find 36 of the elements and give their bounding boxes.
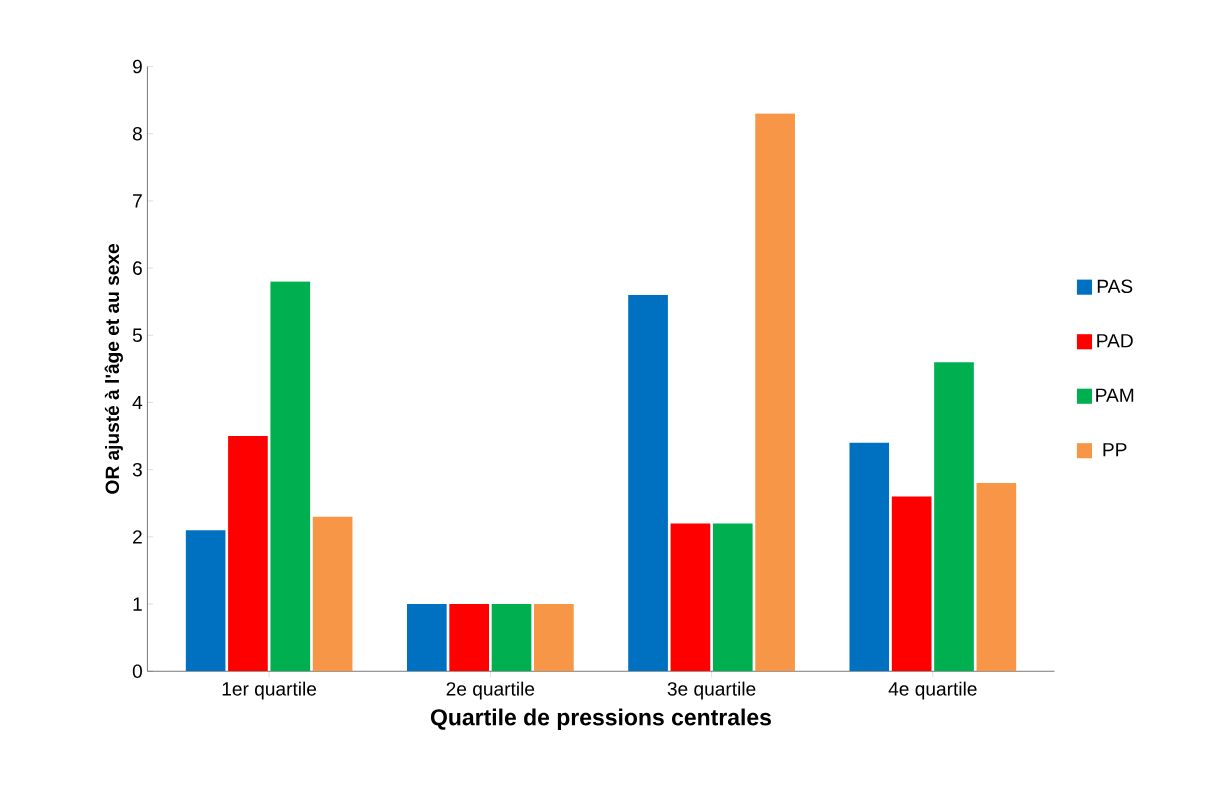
bar: [934, 362, 974, 672]
x-axis-title: Quartile de pressions centrales: [430, 708, 771, 730]
y-axis-title: OR ajusté à l'âge et au sexe: [104, 243, 123, 494]
bar: [406, 604, 447, 672]
legend-label: PAM: [1096, 388, 1134, 402]
bar: [755, 113, 795, 672]
bar: [670, 523, 711, 672]
bar: [534, 604, 574, 672]
y-tick-label: 2: [133, 530, 142, 544]
bar: [228, 436, 268, 672]
y-tick-label: 9: [132, 59, 142, 74]
y-tick-label: 4: [132, 395, 143, 410]
bar: [312, 516, 353, 672]
y-tick-label: 3: [132, 462, 142, 477]
legend-label: PAD: [1097, 334, 1133, 348]
x-tick-label: 4e quartile: [888, 681, 977, 700]
legend-label: PP: [1103, 443, 1127, 457]
x-tick-label: 3e quartile: [667, 681, 756, 700]
x-tick-label: 2e quartile: [446, 681, 535, 700]
bar: [712, 523, 753, 672]
bar: [976, 483, 1017, 672]
x-tick-label: 1er quartile: [222, 681, 317, 700]
y-tick-label: 8: [132, 126, 142, 141]
bar: [185, 530, 226, 672]
legend-label: PAS: [1097, 279, 1133, 294]
bar: [891, 496, 932, 672]
y-tick-label: 1: [133, 597, 142, 611]
y-tick-label: 0: [132, 664, 142, 679]
bar: [270, 281, 311, 672]
y-tick-label: 5: [132, 328, 142, 342]
y-tick-label: 6: [133, 261, 142, 275]
bar: [628, 294, 668, 672]
y-tick-label: 7: [133, 194, 142, 208]
bar: [849, 442, 890, 672]
bar: [491, 604, 532, 672]
bar: [449, 604, 490, 672]
